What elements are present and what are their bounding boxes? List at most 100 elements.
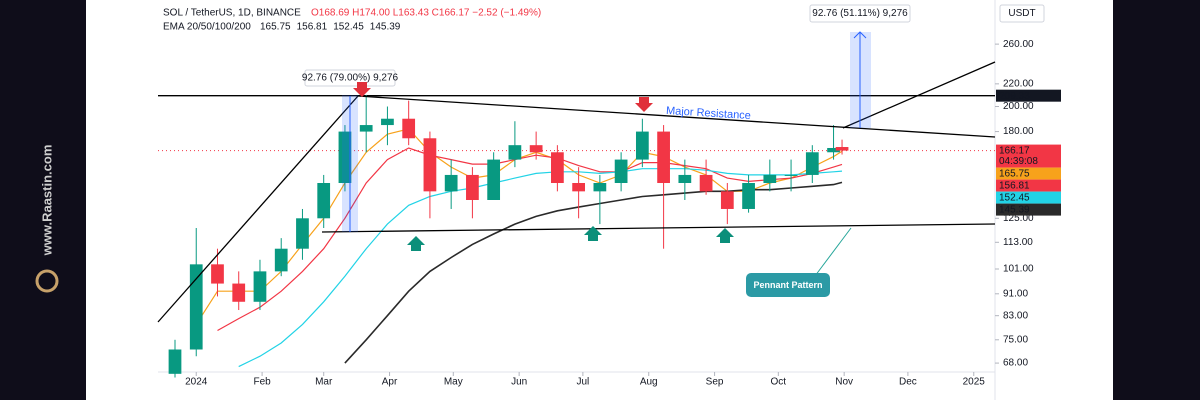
ema-line [238, 168, 843, 368]
y-tick-label: 83.00 [1003, 310, 1028, 321]
up-arrow [407, 236, 425, 251]
measure-label-box [304, 69, 396, 87]
candle-body [551, 152, 564, 184]
x-tick-label: Aug [640, 377, 658, 388]
ema-values: 165.75 156.81 152.45 145.39 [260, 22, 401, 33]
support-line [321, 223, 996, 233]
x-tick-label: Feb [253, 377, 271, 388]
candle-body [763, 174, 777, 184]
trend-line [157, 95, 359, 323]
candle-body [657, 131, 670, 184]
y-tick-label: 180.00 [1003, 126, 1034, 137]
countdown: 04:39:08 [999, 156, 1038, 167]
x-tick-label: Sep [706, 377, 724, 388]
ema-value: 165.75 [260, 22, 291, 33]
callout-pointer [811, 227, 852, 281]
candle-body [274, 248, 288, 272]
x-tick-label: Jul [576, 377, 589, 388]
up-arrow [716, 228, 734, 243]
candle-body [678, 174, 692, 184]
up-arrow [584, 226, 602, 241]
candle-body [296, 218, 309, 249]
candle-body [742, 183, 755, 209]
y-tick-label: 91.00 [1003, 288, 1028, 299]
candle-body [444, 174, 458, 192]
x-tick-label: Oct [771, 377, 787, 388]
ema-value: 156.81 [297, 22, 328, 33]
price-tag-label: 209.33 [999, 91, 1030, 102]
down-arrow [635, 97, 653, 112]
y-tick-label: 75.00 [1003, 334, 1028, 345]
candle-body [168, 349, 182, 374]
breakout-line [842, 61, 996, 129]
down-arrow [353, 82, 371, 97]
candle-body [635, 131, 649, 160]
plot [158, 94, 995, 378]
price-tag [996, 144, 1061, 168]
ema-value: 145.39 [370, 22, 401, 33]
price-tag-label: 145.39 [999, 205, 1030, 216]
candle-body [402, 118, 416, 139]
callout-box [746, 273, 830, 297]
y-tick-label: 220.00 [1003, 78, 1034, 89]
measure-arrow-head [853, 31, 867, 39]
price-tag [996, 89, 1061, 102]
x-tick-label: Apr [382, 377, 398, 388]
candle-body [381, 118, 394, 126]
x-tick-label: May [444, 377, 463, 388]
measure-label: 92.76 (51.11%) 9,276 [812, 8, 908, 19]
candle-body [317, 183, 331, 219]
symbol-title: SOL / TetherUS, 1D, BINANCE [163, 8, 301, 19]
candle-body [423, 138, 437, 192]
x-tick-label: Jun [511, 377, 527, 388]
currency-box[interactable] [999, 4, 1045, 23]
ohlc-legend: O168.69 H174.00 L163.43 C166.17 −2.52 (−… [311, 8, 541, 19]
candle-body [487, 159, 501, 200]
x-tick-label: 2024 [185, 377, 208, 388]
currency-label: USDT [1008, 8, 1035, 19]
ema-value: 152.45 [333, 22, 364, 33]
y-tick-label: 101.00 [1003, 264, 1034, 275]
x-tick-label: Mar [315, 377, 333, 388]
brand: www.Raastin.com [39, 145, 54, 257]
price-tag-label: 156.81 [999, 181, 1030, 192]
measure-label: 92.76 (79.00%) 9,276 [302, 73, 399, 84]
candle-body [359, 125, 373, 132]
price-tag-label: 166.17 [999, 146, 1030, 157]
price-tag-label: 165.75 [999, 169, 1030, 180]
y-tick-label: 113.00 [1003, 237, 1033, 248]
y-tick-label: 260.00 [1003, 39, 1034, 50]
candle-body [466, 174, 479, 200]
y-tick-label: 68.00 [1003, 358, 1028, 369]
candle-body [572, 183, 585, 192]
candle-body [835, 147, 849, 151]
candle-body [720, 191, 734, 209]
drawings: 92.76 (79.00%) 9,276 92.76 (51.11%) 9,27… [157, 4, 996, 323]
callout-label: Pennant Pattern [753, 280, 822, 290]
candle-body [593, 183, 607, 192]
candle-body [338, 131, 352, 184]
resistance-trend-line [357, 95, 996, 138]
candle-body [508, 145, 522, 160]
x-tick-label: Nov [835, 377, 853, 388]
candle-body [529, 145, 543, 153]
price-tag [996, 179, 1061, 192]
candle-body [211, 264, 224, 284]
brand-logo [35, 269, 59, 293]
price-tag [996, 167, 1061, 180]
measure-label-box [809, 4, 911, 23]
price-tag [996, 191, 1061, 204]
candle-body [189, 264, 203, 350]
x-tick-label: 2025 [963, 377, 986, 388]
candle-body [253, 271, 267, 302]
candle-body [699, 174, 713, 192]
y-tick-label: 200.00 [1003, 101, 1034, 112]
ema-legend: EMA 20/50/100/200 [163, 22, 251, 33]
y-tick-label: 125.00 [1003, 213, 1034, 224]
candle-body [784, 174, 798, 176]
candle-body [827, 147, 840, 153]
price-tag [996, 203, 1061, 216]
price-tag-label: 152.45 [999, 193, 1030, 204]
candle-body [232, 283, 246, 302]
